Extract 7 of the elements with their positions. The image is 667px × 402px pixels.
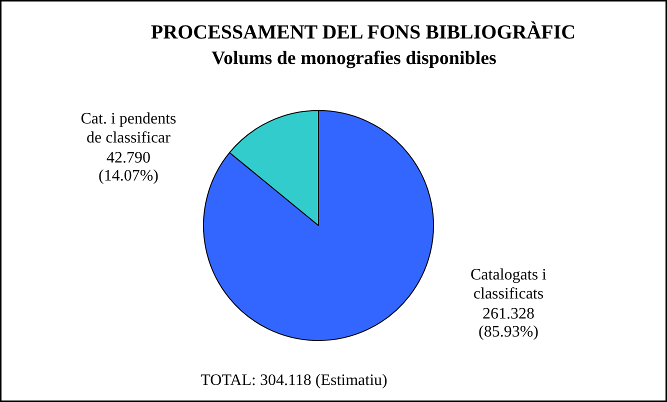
- text: TOTAL: 304.118 (Estimatiu): [200, 372, 388, 389]
- slice-label: Cat. i pendents de classificar: [80, 110, 176, 147]
- data-label: 261.328 (85.93%): [478, 305, 538, 340]
- data-label: 42.790 (14.07%): [98, 150, 158, 185]
- chart-subtitle: Volums de monografies disponibles: [212, 48, 496, 69]
- slice-label: Catalogats i classificats: [470, 266, 548, 302]
- chart-title: PROCESSAMENT DEL FONS BIBLIOGRÀFIC: [150, 20, 576, 44]
